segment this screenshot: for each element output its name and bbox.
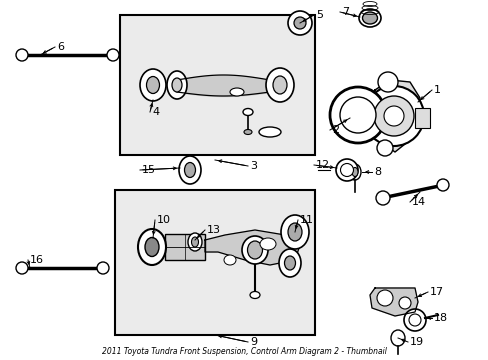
Text: 19: 19 (409, 337, 423, 347)
Ellipse shape (191, 237, 198, 247)
Ellipse shape (272, 76, 286, 94)
Ellipse shape (348, 164, 360, 180)
Circle shape (16, 49, 28, 61)
Ellipse shape (145, 238, 159, 256)
Circle shape (383, 106, 403, 126)
Circle shape (287, 11, 311, 35)
Ellipse shape (279, 249, 301, 277)
Ellipse shape (244, 130, 251, 135)
Ellipse shape (187, 233, 202, 251)
Circle shape (293, 17, 305, 29)
Text: 2: 2 (331, 125, 339, 135)
Circle shape (363, 86, 423, 146)
Bar (164, 234, 204, 260)
Ellipse shape (224, 255, 236, 265)
Ellipse shape (358, 9, 380, 27)
Text: 4: 4 (152, 107, 159, 117)
Ellipse shape (281, 215, 308, 249)
Circle shape (373, 96, 413, 136)
Text: 14: 14 (411, 197, 425, 207)
Circle shape (398, 297, 410, 309)
Ellipse shape (243, 108, 252, 116)
Ellipse shape (242, 236, 267, 264)
Text: 1: 1 (433, 85, 440, 95)
Text: 17: 17 (429, 287, 443, 297)
Circle shape (339, 97, 375, 133)
Ellipse shape (284, 256, 295, 270)
Circle shape (97, 262, 109, 274)
Ellipse shape (265, 68, 293, 102)
Ellipse shape (287, 223, 302, 241)
Text: 9: 9 (249, 337, 257, 347)
Text: 12: 12 (315, 160, 329, 170)
Ellipse shape (229, 88, 244, 96)
Polygon shape (369, 288, 417, 316)
Bar (120, 15, 314, 155)
Circle shape (376, 290, 392, 306)
Ellipse shape (390, 330, 404, 346)
Ellipse shape (138, 229, 165, 265)
Text: 16: 16 (30, 255, 44, 265)
Text: 10: 10 (157, 215, 171, 225)
Text: 5: 5 (315, 10, 323, 20)
Ellipse shape (259, 127, 281, 137)
Ellipse shape (179, 156, 201, 184)
Circle shape (375, 191, 389, 205)
Ellipse shape (260, 238, 275, 250)
Bar (115, 190, 314, 335)
Ellipse shape (167, 71, 186, 99)
Circle shape (436, 179, 448, 191)
Text: 11: 11 (299, 215, 313, 225)
Circle shape (408, 314, 420, 326)
Ellipse shape (335, 159, 357, 181)
Ellipse shape (172, 78, 182, 92)
Text: 8: 8 (373, 167, 380, 177)
Text: 18: 18 (433, 313, 447, 323)
Circle shape (107, 49, 119, 61)
Text: 15: 15 (142, 165, 156, 175)
Ellipse shape (140, 69, 165, 101)
Circle shape (377, 72, 397, 92)
Polygon shape (367, 80, 419, 152)
Ellipse shape (146, 77, 159, 94)
Circle shape (329, 87, 385, 143)
Circle shape (403, 309, 425, 331)
Ellipse shape (362, 12, 377, 24)
Circle shape (16, 262, 28, 274)
Text: 3: 3 (249, 161, 257, 171)
Text: 7: 7 (341, 7, 348, 17)
Ellipse shape (340, 163, 353, 176)
Polygon shape (204, 230, 299, 265)
Text: 13: 13 (206, 225, 221, 235)
Circle shape (376, 140, 392, 156)
Ellipse shape (184, 162, 195, 177)
Ellipse shape (351, 167, 357, 176)
Ellipse shape (249, 292, 260, 298)
Ellipse shape (247, 241, 262, 259)
Bar (414, 108, 429, 128)
Text: 6: 6 (57, 42, 64, 52)
Text: 2011 Toyota Tundra Front Suspension, Control Arm Diagram 2 - Thumbnail: 2011 Toyota Tundra Front Suspension, Con… (102, 347, 386, 356)
